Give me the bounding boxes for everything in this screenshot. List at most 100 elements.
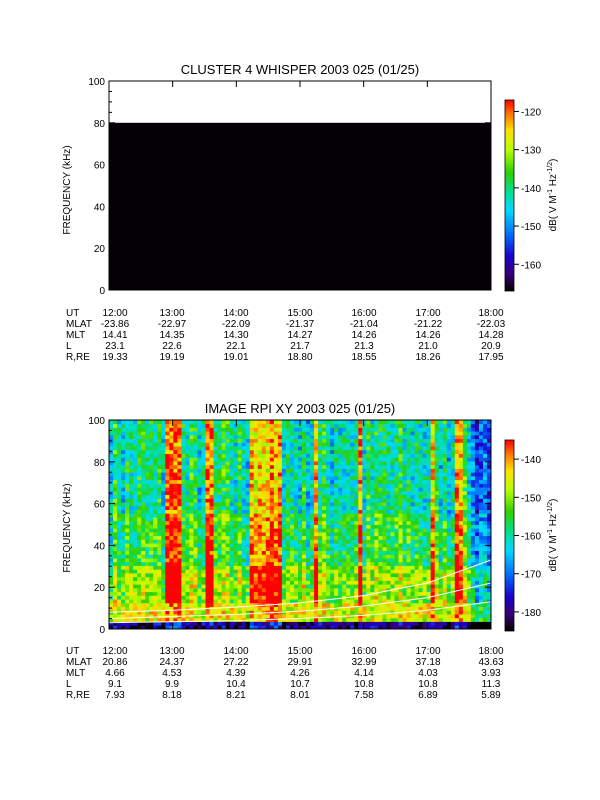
spectrogram-cell: [201, 599, 206, 604]
spectrogram-cell: [133, 599, 138, 604]
spectrogram-cell: [406, 543, 411, 548]
spectrogram-cell: [165, 610, 170, 615]
spectrogram-cell: [121, 513, 126, 518]
spectrogram-cell: [189, 475, 194, 481]
spectrogram-cell: [165, 464, 170, 469]
spectrogram-cell: [277, 595, 283, 600]
spectrogram-cell: [277, 446, 283, 451]
spectrogram-cell: [221, 621, 227, 626]
spectrogram-cell: [378, 569, 383, 574]
spectrogram-cell: [426, 621, 432, 626]
spectrogram-cell: [394, 517, 399, 522]
spectrogram-cell: [181, 513, 186, 518]
spectrogram-cell: [334, 427, 339, 432]
spectrogram-cell: [221, 584, 227, 589]
spectrogram-cell: [277, 584, 283, 589]
spectrogram-cell: [117, 461, 122, 466]
spectrogram-cell: [157, 494, 162, 499]
spectrogram-cell: [438, 602, 444, 608]
spectrogram-cell: [257, 550, 263, 555]
spectrogram-cell: [153, 595, 158, 600]
spectrogram-cell: [362, 438, 367, 443]
spectrogram-cell: [422, 420, 428, 425]
spectrogram-cell: [446, 535, 452, 540]
spectrogram-cell: [354, 420, 359, 425]
spectrogram-cell: [197, 434, 202, 440]
spectrogram-cell: [346, 591, 351, 596]
spectrogram-cell: [446, 561, 452, 566]
spectrogram-cell: [374, 531, 379, 537]
spectrogram-cell: [109, 550, 114, 555]
spectrogram-cell: [446, 490, 452, 496]
spectrogram-cell: [406, 580, 411, 585]
spectrogram-cell: [314, 584, 319, 589]
spectrogram-cell: [386, 565, 391, 570]
spectrogram-cell: [442, 528, 448, 533]
spectrogram-cell: [302, 580, 307, 585]
spectrogram-cell: [322, 461, 327, 466]
spectrogram-cell: [297, 520, 303, 525]
spectrogram-cell: [233, 554, 239, 559]
spectrogram-cell: [233, 494, 239, 499]
spectrogram-cell: [346, 587, 351, 593]
spectrogram-cell: [197, 576, 202, 581]
spectrogram-cell: [229, 431, 235, 436]
spectrogram-cell: [177, 602, 182, 608]
spectrogram-cell: [277, 599, 283, 604]
spectrogram-cell: [141, 539, 146, 544]
spectrogram-cell: [261, 498, 267, 503]
spectrogram-cell: [454, 606, 460, 611]
spectrogram-cell: [173, 569, 178, 574]
spectrogram-cell: [129, 580, 134, 585]
spectrogram-cell: [217, 625, 222, 630]
spectrogram-cell: [193, 442, 198, 447]
spectrogram-cell: [434, 509, 440, 514]
spectrogram-cell: [322, 528, 327, 533]
spectrogram-cell: [213, 490, 218, 496]
spectrogram-cell: [129, 468, 134, 473]
spectrogram-cell: [289, 479, 295, 484]
spectrogram-cell: [406, 442, 411, 447]
spectrogram-cell: [241, 509, 247, 514]
spectrogram-cell: [289, 580, 295, 585]
spectrogram-cell: [402, 502, 407, 507]
spectrogram-cell: [181, 461, 186, 466]
spectrogram-cell: [197, 565, 202, 570]
spectrogram-cell: [358, 621, 363, 626]
spectrogram-cell: [173, 625, 178, 630]
spectrogram-cell: [394, 587, 399, 593]
spectrogram-cell: [310, 625, 315, 630]
spectrogram-cell: [241, 561, 247, 566]
spectrogram-cell: [310, 528, 315, 533]
spectrogram-cell: [350, 550, 355, 555]
spectrogram-cell: [394, 617, 399, 622]
spectrogram-cell: [161, 479, 166, 484]
spectrogram-cell: [201, 464, 206, 469]
spectrogram-cell: [141, 599, 146, 604]
spectrogram-cell: [157, 614, 162, 619]
spectrogram-cell: [189, 558, 194, 563]
spectrogram-cell: [161, 524, 166, 529]
spectrogram-cell: [438, 558, 444, 563]
spectrogram-cell: [289, 468, 295, 473]
spectrogram-cell: [193, 502, 198, 507]
spectrogram-cell: [129, 576, 134, 581]
spectrogram-cell: [322, 513, 327, 518]
spectrogram-cell: [117, 599, 122, 604]
spectrogram-cell: [137, 610, 142, 615]
spectrogram-cell: [334, 446, 339, 451]
spectrogram-cell: [330, 487, 335, 492]
spectrogram-cell: [430, 573, 436, 578]
spectrogram-cell: [133, 475, 138, 481]
spectrogram-cell: [141, 487, 146, 492]
spectrogram-cell: [201, 505, 206, 510]
spectrogram-cell: [261, 438, 267, 443]
spectrogram-cell: [358, 543, 363, 548]
spectrogram-cell: [109, 531, 114, 537]
spectrogram-cell: [386, 524, 391, 529]
spectrogram-cell: [121, 561, 126, 566]
spectrogram-cell: [237, 531, 243, 537]
spectrogram-cell: [306, 449, 311, 454]
ephemeris-label: MLT: [66, 330, 85, 341]
spectrogram-cell: [137, 461, 142, 466]
